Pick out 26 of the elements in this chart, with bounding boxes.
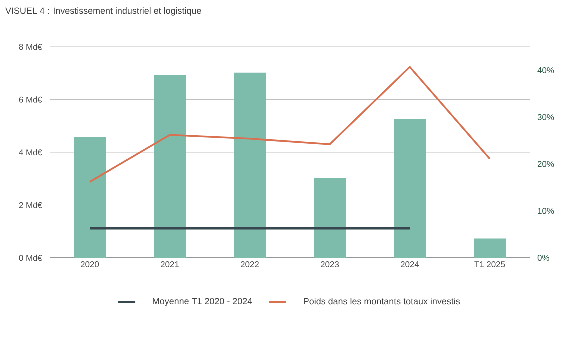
x-tick-label: 2020	[81, 262, 100, 268]
y-tick-label: 4 Md€	[19, 149, 42, 156]
y2-tick-label: 0%	[538, 255, 550, 261]
y2-tick-label: 40%	[538, 67, 554, 74]
bar	[394, 119, 426, 258]
x-tick-label: 2021	[161, 262, 180, 268]
y2-tick-label: 20%	[538, 161, 554, 168]
line-series	[89, 66, 491, 183]
x-tick-label: T1 2025	[474, 262, 506, 268]
y-tick-label: 6 Md€	[19, 96, 42, 103]
bar	[154, 75, 186, 258]
bar	[74, 137, 106, 258]
bar	[234, 72, 266, 258]
y-tick-label: 8 Md€	[19, 44, 42, 50]
chart-title: VISUEL 4 : Investissement industriel et logistique	[6, 8, 202, 16]
legend-label: Poids dans les montants totaux investis	[304, 298, 460, 305]
y2-tick-label: 30%	[538, 114, 554, 120]
y-tick-label: 2 Md€	[19, 202, 42, 208]
x-tick-label: 2022	[241, 262, 259, 268]
y-tick-label: 0 Md€	[19, 254, 42, 262]
x-tick-label: 2023	[321, 262, 340, 268]
bar	[474, 238, 506, 258]
legend-label: Moyenne T1 2020 - 2024	[153, 298, 252, 306]
x-tick-label: 2024	[401, 262, 420, 268]
bar	[314, 178, 346, 258]
y2-tick-label: 10%	[538, 208, 554, 214]
